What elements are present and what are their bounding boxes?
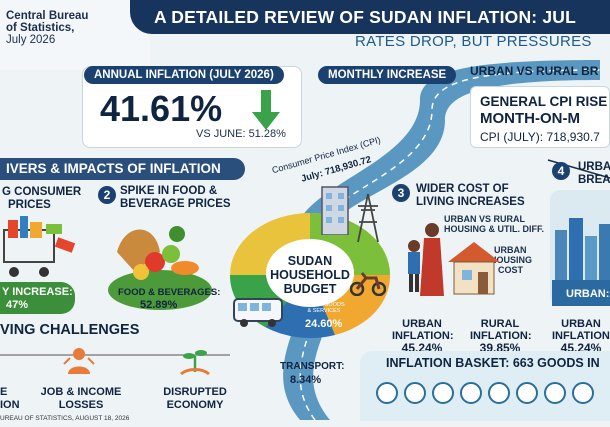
urban-label: URBAN [402, 318, 442, 330]
source-line-3: July 2026 [6, 34, 56, 46]
challenges-title: VING CHALLENGES [0, 322, 140, 338]
challenge-2-b: LOSSES [58, 399, 104, 411]
card2-number: 2 [98, 186, 116, 204]
rural-label: RURAL [480, 318, 520, 330]
basket-title: INFLATION BASKET: 663 GOODS IN [386, 356, 600, 370]
card2-stat-value: 52.89% [140, 299, 178, 311]
card4-urban-block: URBAN INFLATION: 45.24% [552, 318, 610, 354]
vegetable-icon [432, 382, 454, 404]
grain-icon [404, 382, 426, 404]
other-goods-l1: OTHER GOODS [303, 302, 345, 308]
card1-stat: Y INCREASE: [2, 286, 73, 298]
card1-stat-box [0, 282, 75, 314]
card3-note-2: HOUSING & UTIL. DIFF. [444, 224, 544, 234]
clothing-icon [544, 382, 566, 404]
page-title: A DETAILED REVIEW OF SUDAN INFLATION: JU… [154, 7, 577, 27]
rural-inflation-block: RURAL INFLATION: 39.85% [470, 318, 532, 354]
challenge-1-a: E [0, 386, 8, 398]
urban-label-2: INFLATION: [392, 330, 454, 342]
other-goods-l2: & SERVICES [307, 308, 341, 314]
other-goods-value: 24.60% [305, 318, 343, 330]
annual-label: ANNUAL INFLATION (JULY 2026) [84, 66, 284, 84]
building-icon [321, 186, 349, 235]
other-goods-label: OTHER GOODS & SERVICES [296, 302, 352, 314]
oil-icon [516, 382, 538, 404]
arrow-down-icon [252, 90, 280, 130]
cpi-line-1: GENERAL CPI RISE [480, 94, 608, 109]
motorbike-icon [350, 272, 386, 296]
annual-value: 41.61% [100, 88, 223, 129]
source-line-1: Central Bureau [6, 10, 89, 22]
card4-line-1: URBAN [578, 161, 610, 173]
challenge-3-a: DISRUPTED [163, 386, 227, 398]
page-subtitle: RATES DROP, BUT PRESSURES [355, 33, 592, 50]
urban-inflation-block: URBAN INFLATION: 45.24% [392, 318, 454, 354]
bus-icon [233, 298, 283, 327]
footer-source: UREAU OF STATISTICS, AUGUST 18, 2026 [0, 415, 130, 422]
budget-line-1: SUDAN [287, 254, 333, 268]
urban-rural-label: URBAN VS RURAL BR [470, 64, 599, 78]
plant-hand-icon [180, 350, 210, 376]
cpi-line-2: MONTH-ON-M [480, 110, 580, 127]
bread-icon [376, 382, 398, 404]
people-loss-icon [63, 348, 95, 374]
meat-icon [488, 382, 510, 404]
card4-urban-label: URBAN [561, 318, 601, 330]
title-banner: A DETAILED REVIEW OF SUDAN INFLATION: JU… [130, 0, 610, 34]
fruit-icon [460, 382, 482, 404]
card1-value: 47% [6, 299, 29, 311]
card4-number: 4 [552, 162, 570, 180]
source-block: Central Bureau of Statistics, July 2026 [0, 0, 150, 70]
budget-title: SUDAN HOUSEHOLD BUDGET [259, 254, 361, 296]
annual-vs-june: VS JUNE: 51.28% [196, 128, 286, 140]
card4-stat-box [552, 280, 610, 306]
budget-line-3: BUDGET [283, 282, 337, 296]
basket-panel [360, 351, 610, 421]
card4-line-2: BREAK [578, 174, 610, 186]
card2-line-1: SPIKE IN FOOD & [120, 185, 218, 197]
card2-line-2: BEVERAGE PRICES [120, 198, 231, 210]
card1-line-2: PRICES [8, 199, 51, 211]
family-house-icon [408, 223, 500, 296]
card3-number: 3 [392, 184, 410, 202]
household-icon [572, 382, 594, 404]
shopping-cart-icon [3, 216, 76, 277]
challenge-1-b: ION [0, 399, 20, 411]
city-skyline-icon [555, 218, 610, 280]
card3-note-3: URBAN [494, 245, 527, 255]
card1-line-1: G CONSUMER [2, 186, 82, 198]
monthly-label: MONTHLY INCREASE [318, 66, 457, 84]
card3-note-4: HOUSING [490, 255, 533, 265]
food-basket-icon [108, 226, 212, 310]
card2-stat-label: FOOD & BEVERAGES: [118, 287, 221, 298]
drivers-title: IVERS & IMPACTS OF INFLATION [0, 158, 245, 180]
power-tower-icon [357, 193, 379, 243]
source-line-2: of Statistics, [6, 22, 75, 34]
card3-line-2: LIVING INCREASES [416, 196, 525, 208]
transport-label: TRANSPORT: [280, 361, 345, 372]
challenge-3-b: ECONOMY [166, 399, 224, 411]
card3-note-1: URBAN VS RURAL [444, 214, 525, 224]
rural-label-2: INFLATION: [470, 330, 532, 342]
transport-value: 8.34% [290, 374, 322, 386]
card4-stat: URBAN: [566, 288, 610, 300]
card3-note-5: COST [498, 265, 524, 275]
challenge-2-a: JOB & INCOME [40, 386, 122, 398]
card4-urban-label-2: INFLATION: [552, 330, 610, 342]
cpi-line-3: CPI (JULY): 718,930.7 [480, 130, 600, 144]
card3-line-1: WIDER COST OF [416, 183, 509, 195]
budget-line-2: HOUSEHOLD [270, 268, 350, 282]
road-shape [283, 60, 600, 420]
